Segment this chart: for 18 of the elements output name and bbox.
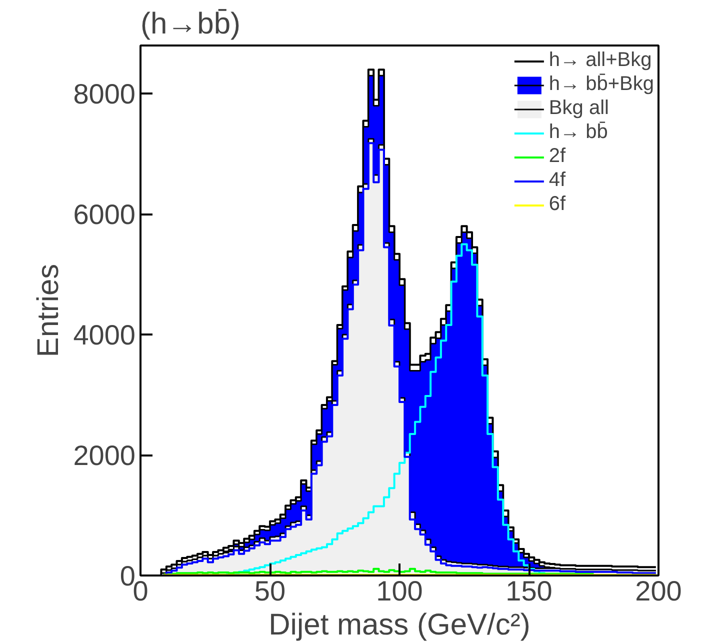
y-tick-label: 4000 xyxy=(73,320,136,351)
legend-label: 2f xyxy=(548,145,567,168)
chart-title: (h→bb̄) xyxy=(140,8,241,40)
x-tick-label: 150 xyxy=(506,576,552,606)
y-axis-title: Entries xyxy=(32,264,66,358)
x-axis-title: Dijet mass (GeV/c²) xyxy=(268,608,530,642)
x-tick-label: 200 xyxy=(635,576,682,606)
legend-label: Bkg all xyxy=(548,97,609,120)
x-tick-label: 50 xyxy=(254,576,286,606)
legend-label: h→ bb̄+Bkg xyxy=(548,73,654,96)
legend-label: h→ all+Bkg xyxy=(548,49,652,72)
legend-label: 6f xyxy=(548,193,567,216)
y-tick-label: 2000 xyxy=(73,440,136,472)
y-tick-label: 6000 xyxy=(73,199,136,230)
x-tick-label: 100 xyxy=(376,576,423,606)
legend-label: h→ bb̄ xyxy=(548,121,608,144)
y-tick-label: 8000 xyxy=(73,78,136,110)
legend-label: 4f xyxy=(548,169,567,192)
